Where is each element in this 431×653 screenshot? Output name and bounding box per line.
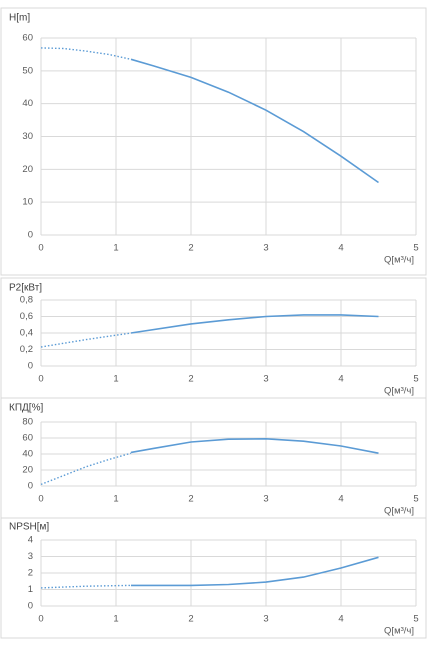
x-tick-label: 2	[188, 374, 193, 385]
x-tick-label: 0	[38, 614, 43, 625]
x-tick-label: 1	[113, 374, 118, 385]
x-tick-label: 3	[263, 374, 268, 385]
x-tick-label: 3	[263, 614, 268, 625]
y-tick-label: 60	[22, 433, 33, 444]
y-tick-label: 40	[22, 98, 33, 109]
y-tick-label: 50	[22, 65, 33, 76]
x-tick-label: 4	[338, 494, 343, 505]
x-axis-label: Q[м³/ч]	[384, 626, 414, 637]
x-axis-label: Q[м³/ч]	[384, 255, 414, 266]
x-tick-label: 4	[338, 374, 343, 385]
y-tick-label: 20	[22, 164, 33, 175]
curve-solid	[130, 58, 379, 184]
chart-title: КПД[%]	[9, 403, 43, 414]
x-tick-label: 1	[113, 494, 118, 505]
curve-solid	[130, 314, 379, 334]
x-tick-label: 5	[413, 374, 418, 385]
x-tick-label: 2	[188, 243, 193, 254]
y-tick-label: 0	[28, 481, 33, 492]
x-tick-label: 3	[263, 494, 268, 505]
y-tick-label: 60	[22, 33, 33, 44]
x-tick-label: 4	[338, 243, 343, 254]
curve-dotted	[40, 332, 132, 348]
x-tick-label: 1	[113, 243, 118, 254]
y-tick-label: 10	[22, 197, 33, 208]
x-tick-label: 4	[338, 614, 343, 625]
x-tick-label: 0	[38, 243, 43, 254]
chart-title: P2[кВт]	[9, 283, 42, 294]
y-tick-label: 0	[28, 601, 33, 612]
y-tick-label: 3	[28, 551, 33, 562]
y-tick-label: 2	[28, 568, 33, 579]
y-tick-label: 4	[28, 535, 33, 546]
curve-solid	[131, 556, 379, 587]
x-tick-label: 0	[38, 494, 43, 505]
y-tick-label: 80	[22, 417, 33, 428]
x-tick-label: 2	[188, 494, 193, 505]
y-tick-label: 0,6	[20, 311, 33, 322]
x-tick-label: 5	[413, 243, 418, 254]
curve-dotted	[40, 47, 132, 60]
y-tick-label: 30	[22, 131, 33, 142]
y-tick-label: 0	[28, 230, 33, 241]
y-tick-label: 0,4	[20, 328, 33, 339]
curve-solid	[130, 437, 379, 454]
x-tick-label: 5	[413, 494, 418, 505]
y-tick-label: 20	[22, 465, 33, 476]
chart-title: NPSH[м]	[9, 522, 49, 533]
y-tick-label: 40	[22, 449, 33, 460]
y-tick-label: 0,8	[20, 295, 33, 306]
curve-dotted	[40, 584, 132, 589]
x-axis-label: Q[м³/ч]	[384, 386, 414, 397]
x-tick-label: 5	[413, 614, 418, 625]
x-tick-label: 1	[113, 614, 118, 625]
x-tick-label: 2	[188, 614, 193, 625]
y-tick-label: 0,2	[20, 344, 33, 355]
panel-border	[0, 517, 427, 639]
x-axis-label: Q[м³/ч]	[384, 506, 414, 517]
y-tick-label: 0	[28, 361, 33, 372]
x-tick-label: 0	[38, 374, 43, 385]
x-tick-label: 3	[263, 243, 268, 254]
panel-border	[0, 7, 427, 276]
chart-title: H[m]	[9, 13, 30, 24]
y-tick-label: 1	[28, 584, 33, 595]
